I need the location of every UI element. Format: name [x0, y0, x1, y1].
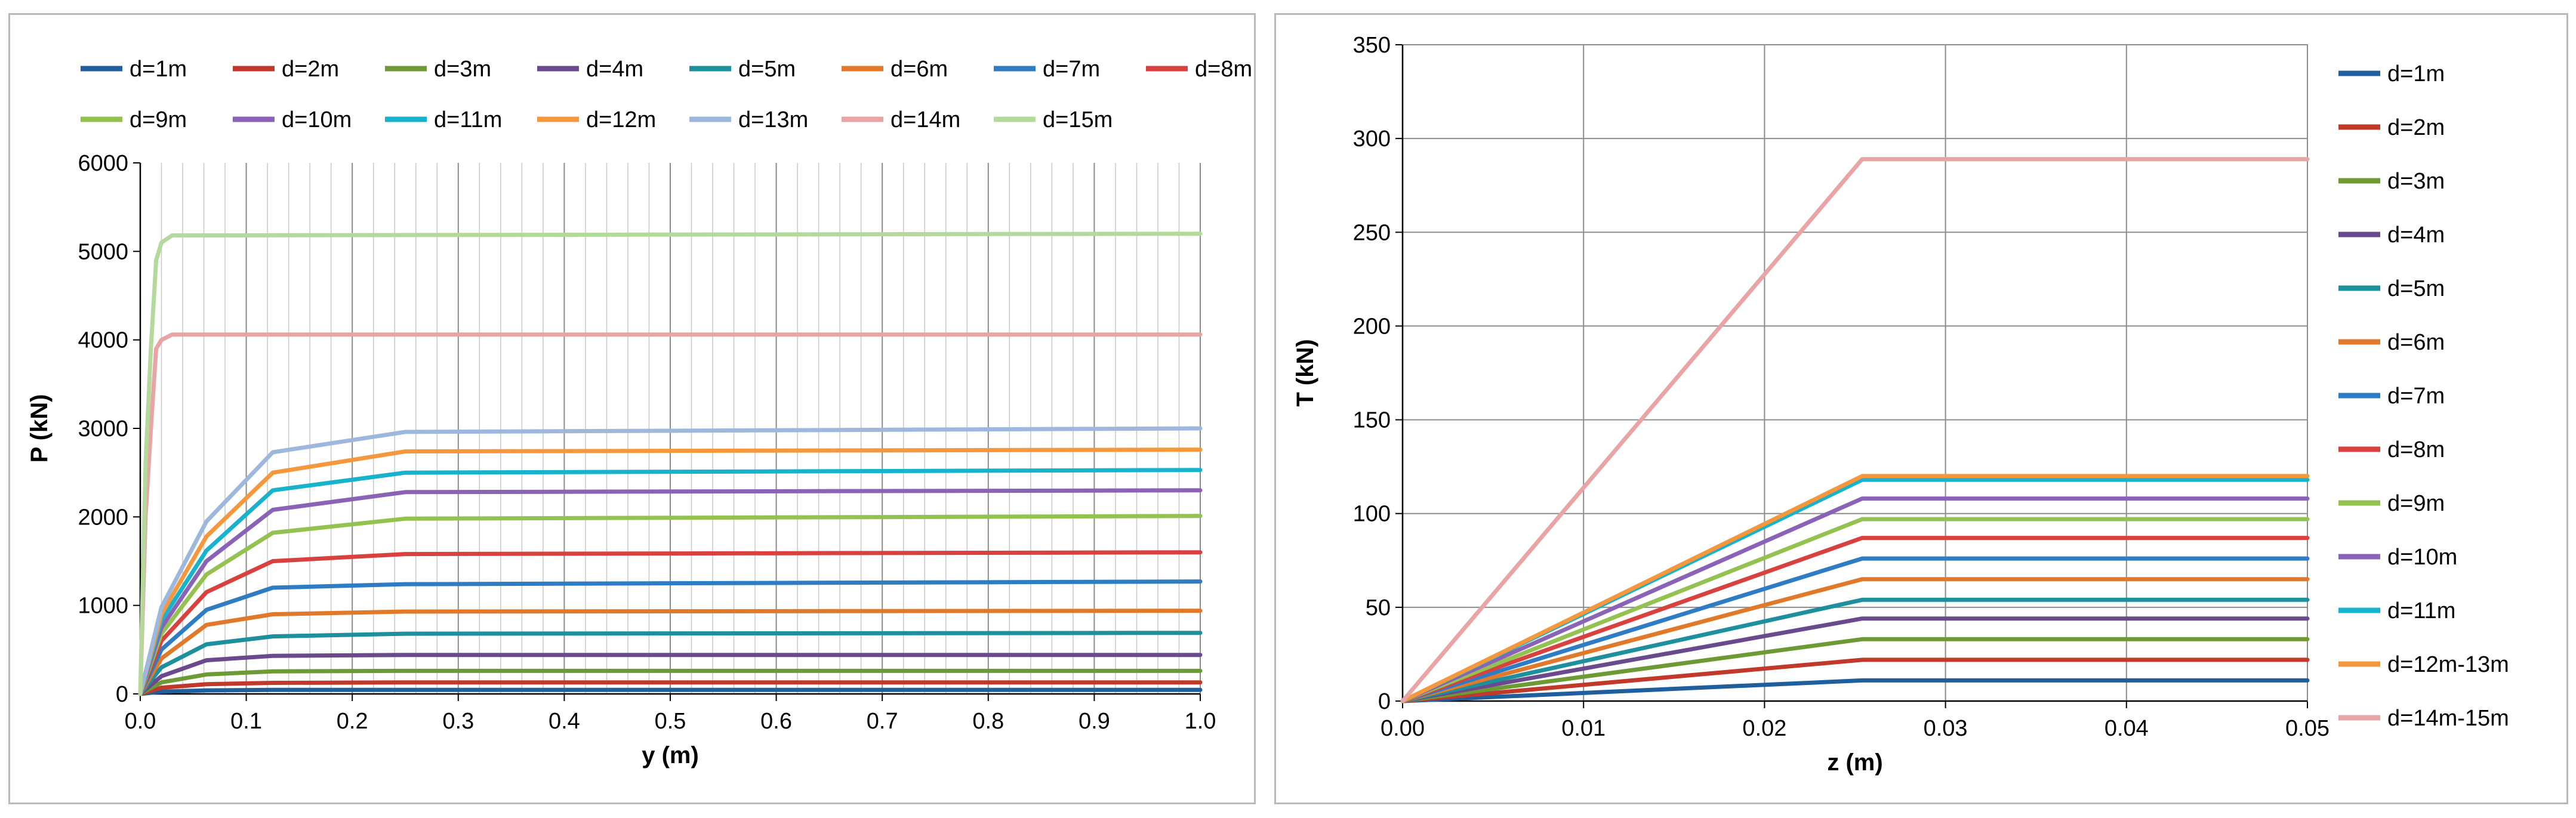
legend-label: d=14m-15m [2387, 706, 2509, 731]
legend-label: d=10m [2387, 545, 2457, 570]
y-tick-label: 6000 [78, 151, 128, 176]
legend-label: d=15m [1043, 107, 1113, 132]
series-line-d=12m-13m [1400, 474, 2310, 703]
t-z-chart: 0.00 0.01 0.02 0.03 0.04 0.05 0 50 100 150 200 250 3… [1292, 33, 2509, 776]
legend-label: d=6m [2387, 330, 2445, 355]
y-tick-label: 4000 [78, 328, 128, 353]
series-line-d=5m [138, 631, 1203, 696]
series-line-d=6m [138, 609, 1203, 696]
y-tick-label: 200 [1353, 314, 1391, 339]
legend-label: d=8m [1195, 57, 1252, 82]
y-tick-label: 0 [1378, 689, 1391, 714]
series-line-d=3m [1400, 637, 2310, 703]
legend-label: d=1m [2387, 61, 2445, 87]
series-line-d=10m [1400, 496, 2310, 703]
legend-label: d=3m [434, 57, 491, 82]
legend-label: d=3m [2387, 169, 2445, 194]
y-tick-label: 350 [1353, 33, 1391, 58]
legend-label: d=14m [890, 107, 960, 132]
x-tick-label: 0.3 [442, 709, 474, 734]
series-line-d=15m [138, 231, 1203, 696]
chart-panel-p-y: 0.0 0.1 0.2 0.3 0.4 0.5 0.6 0.7 0.8 0.9 1.0 0 1000 20… [8, 13, 1256, 804]
x-tick-label: 0.5 [655, 709, 686, 734]
x-tick-label: 0.7 [867, 709, 898, 734]
y-tick-label: 0 [116, 682, 128, 707]
series-line-d=7m [1400, 556, 2310, 703]
legend-label: d=2m [282, 57, 339, 82]
legend-label: d=5m [2387, 276, 2445, 301]
x-tick-label: 0.4 [549, 709, 580, 734]
y-tick-label: 300 [1353, 126, 1391, 152]
series-line-d=7m [138, 579, 1203, 696]
legend-label: d=4m [2387, 223, 2445, 248]
y-tick-label: 3000 [78, 416, 128, 442]
x-tick-label: 0.2 [337, 709, 368, 734]
legend-label: d=1m [130, 57, 187, 82]
y-axis-title: P (kN) [26, 394, 53, 463]
legend-label: d=8m [2387, 437, 2445, 462]
series-line-d=6m [1400, 577, 2310, 703]
legend-label: d=5m [738, 57, 796, 82]
x-tick-label: 0.03 [1924, 716, 1968, 741]
x-tick-label: 0.9 [1079, 709, 1110, 734]
series-line-d=1m [138, 687, 1203, 696]
x-tick-label: 0.0 [125, 709, 156, 734]
legend-label: d=10m [282, 107, 352, 132]
legend-label: d=7m [1043, 57, 1100, 82]
legend-label: d=11m [434, 107, 502, 132]
x-tick-label: 1.0 [1185, 709, 1216, 734]
series-line-d=1m [1400, 678, 2310, 703]
y-tick-label: 50 [1366, 595, 1391, 621]
p-y-chart: 0.0 0.1 0.2 0.3 0.4 0.5 0.6 0.7 0.8 0.9 1.0 0 1000 20… [26, 57, 1252, 768]
legend-label: d=2m [2387, 115, 2445, 140]
x-tick-label: 0.04 [2104, 716, 2149, 741]
x-tick-label: 0.1 [230, 709, 262, 734]
x-tick-label: 0.6 [760, 709, 792, 734]
x-tick-label: 0.02 [1742, 716, 1786, 741]
x-tick-label: 0.00 [1381, 716, 1425, 741]
legend-label: d=11m [2387, 598, 2455, 623]
series-line-d=4m [138, 653, 1203, 696]
y-tick-label: 250 [1353, 220, 1391, 245]
series-line-d=4m [1400, 616, 2310, 703]
series-line-d=2m [138, 680, 1203, 696]
series-line-d=9m [1400, 517, 2310, 703]
series-line-d=13m [138, 426, 1203, 696]
legend-label: d=13m [738, 107, 808, 132]
legend-label: d=7m [2387, 384, 2445, 409]
series-line-d=8m [1400, 536, 2310, 703]
y-tick-label: 1000 [78, 594, 128, 619]
y-tick-label: 100 [1353, 502, 1391, 527]
x-tick-label: 0.05 [2285, 716, 2330, 741]
y-axis-title: T (kN) [1292, 339, 1318, 406]
chart-panel-t-z: 0.00 0.01 0.02 0.03 0.04 0.05 0 50 100 150 200 250 3… [1274, 13, 2568, 804]
series-line-d=3m [138, 668, 1203, 696]
x-axis-title: y (m) [642, 742, 699, 768]
series-line-d=14m-15m [1400, 157, 2310, 703]
x-tick-label: 0.01 [1561, 716, 1606, 741]
legend-label: d=4m [586, 57, 643, 82]
legend-label: d=6m [890, 57, 948, 82]
x-axis-title: z (m) [1827, 749, 1882, 776]
legend-label: d=12m-13m [2387, 652, 2509, 677]
legend-label: d=12m [586, 107, 656, 132]
y-tick-label: 5000 [78, 239, 128, 264]
y-tick-label: 2000 [78, 505, 128, 530]
series-line-d=5m [1400, 597, 2310, 703]
legend-label: d=9m [2387, 491, 2445, 516]
legend-label: d=9m [130, 107, 187, 132]
series-line-d=2m [1400, 658, 2310, 703]
x-tick-label: 0.8 [972, 709, 1004, 734]
y-tick-label: 150 [1353, 408, 1391, 433]
